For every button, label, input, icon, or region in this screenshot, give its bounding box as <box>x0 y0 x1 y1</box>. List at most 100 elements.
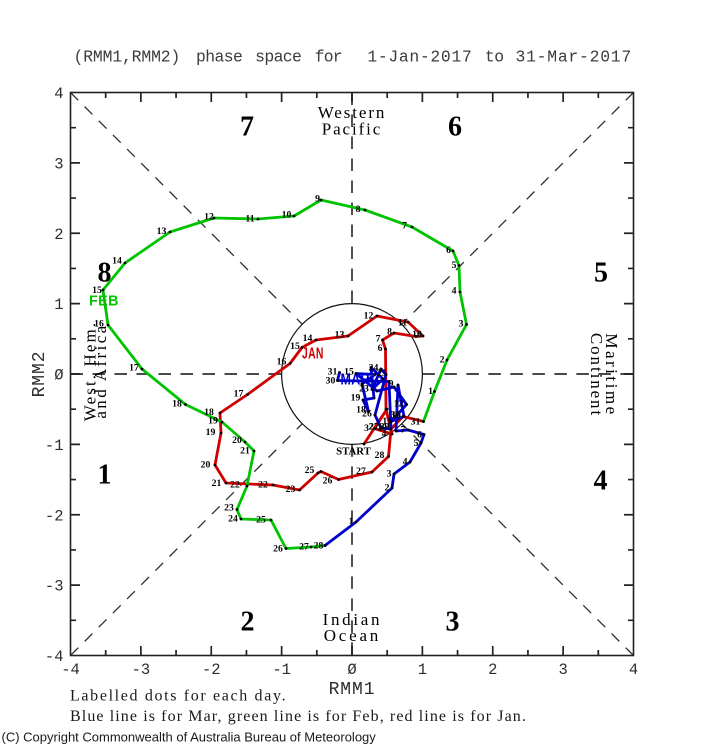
svg-text:13: 13 <box>335 330 345 341</box>
svg-text:1: 1 <box>349 516 354 527</box>
svg-text:11: 11 <box>382 416 391 427</box>
svg-text:27: 27 <box>356 466 366 477</box>
svg-text:6: 6 <box>446 245 451 256</box>
svg-text:-3: -3 <box>132 661 151 679</box>
svg-text:-1: -1 <box>45 437 64 455</box>
svg-text:22: 22 <box>230 480 240 491</box>
svg-text:2: 2 <box>241 607 255 638</box>
svg-text:9: 9 <box>315 194 320 205</box>
svg-text:26: 26 <box>362 409 372 420</box>
svg-text:1: 1 <box>98 460 112 491</box>
svg-text:5: 5 <box>414 438 419 449</box>
svg-text:2: 2 <box>369 422 374 433</box>
svg-text:27: 27 <box>299 542 309 553</box>
svg-text:23: 23 <box>224 503 234 514</box>
svg-text:17: 17 <box>129 363 139 374</box>
svg-text:19: 19 <box>351 393 361 404</box>
svg-text:19: 19 <box>208 416 218 427</box>
svg-text:-2: -2 <box>202 661 221 679</box>
svg-text:14: 14 <box>112 256 122 267</box>
svg-text:10: 10 <box>412 329 422 340</box>
svg-text:8: 8 <box>387 327 392 338</box>
svg-text:3: 3 <box>387 469 392 480</box>
svg-text:West. Hem.: West. Hem. <box>81 321 100 421</box>
svg-text:10: 10 <box>391 411 401 422</box>
svg-text:15: 15 <box>290 341 300 352</box>
svg-text:-4: -4 <box>61 661 80 679</box>
svg-text:-1: -1 <box>272 661 291 679</box>
svg-text:phase: phase <box>196 47 242 66</box>
svg-text:3: 3 <box>558 661 567 679</box>
svg-text:Ø: Ø <box>347 661 356 679</box>
svg-text:11: 11 <box>398 318 407 329</box>
svg-text:22: 22 <box>258 480 268 491</box>
svg-text:31: 31 <box>328 367 338 378</box>
svg-text:16: 16 <box>94 319 104 330</box>
svg-text:2: 2 <box>54 226 63 244</box>
svg-text:Maritime: Maritime <box>602 333 621 416</box>
svg-text:(RMM1,RMM2): (RMM1,RMM2) <box>74 47 181 66</box>
svg-text:13: 13 <box>157 226 167 237</box>
svg-text:15: 15 <box>344 367 354 378</box>
svg-text:2: 2 <box>440 355 445 366</box>
svg-text:15: 15 <box>92 285 102 296</box>
svg-text:31-Mar-2017: 31-Mar-2017 <box>516 47 632 66</box>
svg-text:27: 27 <box>369 422 379 433</box>
svg-text:18: 18 <box>172 399 182 410</box>
svg-text:-4: -4 <box>45 648 64 666</box>
svg-text:4: 4 <box>54 85 63 103</box>
svg-text:1: 1 <box>428 386 433 397</box>
svg-text:4: 4 <box>629 661 638 679</box>
svg-text:8: 8 <box>356 204 361 215</box>
svg-text:20: 20 <box>232 435 242 446</box>
svg-text:Indian: Indian <box>323 610 383 629</box>
svg-text:30: 30 <box>391 410 401 421</box>
svg-text:21: 21 <box>240 446 250 457</box>
svg-text:8: 8 <box>98 258 112 289</box>
svg-text:5: 5 <box>452 260 457 271</box>
svg-text:24: 24 <box>369 363 379 374</box>
svg-text:25: 25 <box>256 515 266 526</box>
svg-text:Ø: Ø <box>54 367 63 385</box>
svg-text:Western: Western <box>318 103 387 122</box>
svg-text:18: 18 <box>356 405 366 416</box>
svg-text:12: 12 <box>204 212 214 223</box>
svg-text:6: 6 <box>417 430 422 441</box>
svg-text:RMM2: RMM2 <box>30 351 50 398</box>
svg-text:3: 3 <box>446 607 460 638</box>
svg-text:2: 2 <box>385 483 390 494</box>
svg-text:3: 3 <box>459 319 464 330</box>
svg-text:1-Jan-2017: 1-Jan-2017 <box>367 47 472 66</box>
svg-text:25: 25 <box>377 368 387 379</box>
svg-text:7: 7 <box>240 112 254 143</box>
svg-text:9: 9 <box>389 379 394 390</box>
svg-text:and Africa: and Africa <box>91 323 110 418</box>
svg-text:-3: -3 <box>45 578 64 596</box>
svg-text:23: 23 <box>286 484 296 495</box>
svg-text:21: 21 <box>212 478 222 489</box>
svg-text:26: 26 <box>323 476 333 487</box>
svg-text:30: 30 <box>326 376 336 387</box>
svg-text:4: 4 <box>403 457 408 468</box>
svg-text:25: 25 <box>305 465 315 476</box>
svg-text:Pacific: Pacific <box>322 120 383 139</box>
svg-text:12: 12 <box>394 399 404 410</box>
svg-text:for: for <box>315 47 342 66</box>
svg-text:4: 4 <box>452 286 457 297</box>
svg-text:-2: -2 <box>45 507 64 525</box>
svg-text:4: 4 <box>594 466 608 497</box>
svg-text:to: to <box>485 47 504 66</box>
svg-text:2: 2 <box>488 661 497 679</box>
svg-text:3: 3 <box>364 423 369 434</box>
svg-text:7: 7 <box>402 221 407 232</box>
svg-text:28: 28 <box>314 541 324 552</box>
svg-text:Ocean: Ocean <box>324 626 381 645</box>
svg-text:11: 11 <box>245 214 254 225</box>
svg-text:JAN: JAN <box>302 344 324 362</box>
svg-text:Blue line is for Mar, green li: Blue line is for Mar, green line is for … <box>70 708 527 725</box>
svg-text:Labelled dots for each day.: Labelled dots for each day. <box>70 688 287 705</box>
svg-text:6: 6 <box>448 112 462 143</box>
svg-text:18: 18 <box>204 407 214 418</box>
svg-text:31: 31 <box>411 417 421 428</box>
svg-text:(C) Copyright Commonwealth of: (C) Copyright Commonwealth of Australia … <box>2 730 377 745</box>
